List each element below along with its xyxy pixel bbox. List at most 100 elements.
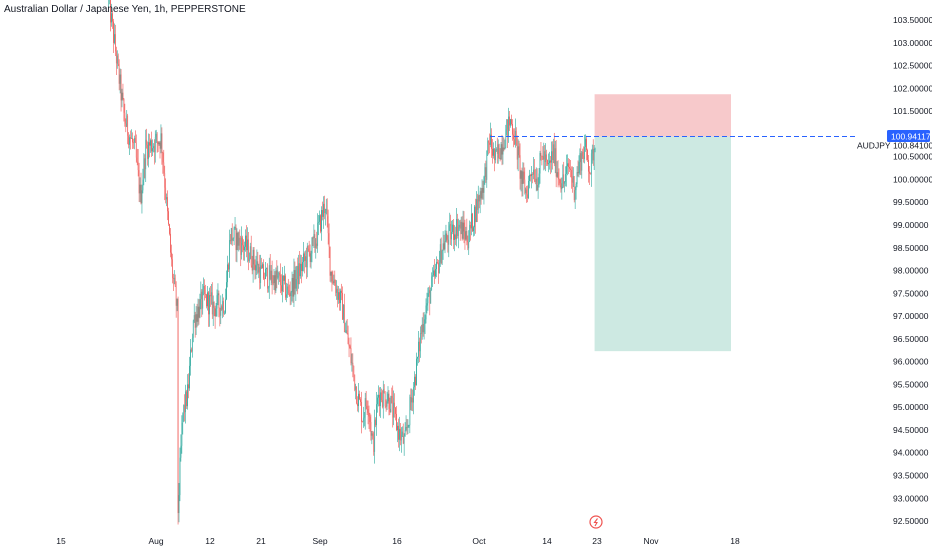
price-axis-label: 103.50000 bbox=[893, 15, 932, 25]
take-profit-zone[interactable] bbox=[594, 136, 731, 352]
candle-body bbox=[214, 307, 216, 317]
candle-body bbox=[177, 298, 179, 514]
candle-body bbox=[366, 405, 368, 410]
candle-body bbox=[524, 179, 526, 193]
candle-body bbox=[343, 304, 344, 320]
candle-body bbox=[253, 249, 255, 265]
price-axis-label: 94.00000 bbox=[893, 448, 929, 458]
candle-body bbox=[267, 287, 269, 289]
candle-body bbox=[344, 331, 346, 333]
candle-body bbox=[273, 275, 275, 283]
candle-body bbox=[495, 149, 497, 150]
candle-body bbox=[539, 152, 541, 174]
candle-body bbox=[323, 203, 324, 217]
candle-body bbox=[525, 189, 527, 194]
candle-body bbox=[250, 246, 252, 266]
candle-body bbox=[176, 298, 178, 306]
candle-body bbox=[457, 227, 459, 236]
candle-body bbox=[577, 172, 579, 174]
candle-body bbox=[198, 306, 200, 318]
candle-body bbox=[474, 206, 475, 228]
candle-body bbox=[419, 341, 420, 352]
candle-body bbox=[422, 324, 424, 333]
candle-body bbox=[274, 275, 276, 291]
candle-body bbox=[546, 154, 547, 160]
stop-loss-zone[interactable] bbox=[594, 94, 731, 137]
candle-body bbox=[338, 292, 339, 300]
candle-body bbox=[130, 137, 131, 139]
time-axis-label: 14 bbox=[542, 536, 552, 546]
candle-body bbox=[576, 172, 578, 185]
candle-body bbox=[470, 225, 471, 229]
candle-body bbox=[573, 176, 575, 201]
time-axis-label: 16 bbox=[392, 536, 402, 546]
price-axis-label: 98.00000 bbox=[893, 266, 929, 276]
candle-body bbox=[571, 177, 573, 183]
candle-body bbox=[175, 286, 177, 306]
last-price-tag[interactable] bbox=[887, 130, 930, 143]
candle-body bbox=[191, 349, 192, 352]
candle-body bbox=[269, 265, 271, 280]
price-axis-label: 99.00000 bbox=[893, 220, 929, 230]
candle-body bbox=[441, 250, 443, 264]
candle-body bbox=[238, 237, 240, 246]
candle-body bbox=[141, 190, 143, 204]
candle-body bbox=[580, 153, 582, 171]
candle-body bbox=[483, 176, 485, 193]
candle-body bbox=[399, 428, 400, 440]
candle-body bbox=[166, 197, 167, 200]
candle-body bbox=[203, 286, 205, 290]
candle-body bbox=[315, 243, 317, 248]
candle-body bbox=[302, 262, 303, 272]
candle-body bbox=[199, 299, 201, 318]
candle-body bbox=[521, 171, 523, 184]
candle-body bbox=[178, 495, 180, 514]
flash-icon[interactable] bbox=[589, 515, 603, 529]
candle-body bbox=[280, 274, 281, 286]
candle-body bbox=[381, 392, 382, 401]
candle-body bbox=[541, 155, 543, 157]
candle-body bbox=[207, 292, 208, 307]
candle-body bbox=[493, 148, 494, 156]
price-axis-label: 96.50000 bbox=[893, 334, 929, 344]
candle-body bbox=[396, 413, 397, 431]
candle-body bbox=[468, 241, 470, 249]
candle-body bbox=[459, 224, 461, 229]
candle-body bbox=[416, 358, 417, 386]
time-axis-label: 15 bbox=[56, 536, 66, 546]
candle-body bbox=[530, 175, 531, 177]
candle-body bbox=[514, 139, 515, 145]
candle-body bbox=[298, 263, 300, 285]
candle-body bbox=[223, 301, 224, 314]
candle-body bbox=[415, 376, 416, 386]
candle-body bbox=[382, 389, 384, 407]
candle-body bbox=[443, 243, 445, 250]
candle-body bbox=[293, 270, 295, 297]
candle-body bbox=[418, 341, 419, 357]
time-axis-label: Sep bbox=[312, 536, 327, 546]
candle-body bbox=[246, 235, 247, 251]
price-axis-label: 92.50000 bbox=[893, 516, 929, 526]
candle-body bbox=[308, 248, 310, 252]
candle-body bbox=[291, 277, 293, 293]
candle-body bbox=[221, 306, 223, 310]
candle-body bbox=[557, 172, 559, 179]
candle-body bbox=[559, 179, 561, 184]
time-axis-label: Oct bbox=[472, 536, 486, 546]
candle-body bbox=[343, 304, 345, 333]
candle-body bbox=[225, 299, 226, 313]
candle-body bbox=[429, 290, 431, 304]
candle-body bbox=[413, 387, 414, 403]
candle-body bbox=[335, 285, 337, 293]
candle-body bbox=[498, 144, 500, 159]
candle-body bbox=[570, 168, 571, 171]
time-axis-label: 12 bbox=[205, 536, 215, 546]
candle-body bbox=[547, 159, 548, 165]
candle-body bbox=[116, 55, 118, 64]
candle-body bbox=[190, 349, 191, 366]
candle-body bbox=[482, 188, 484, 193]
candle-body bbox=[392, 398, 394, 418]
candle-body bbox=[275, 270, 277, 291]
